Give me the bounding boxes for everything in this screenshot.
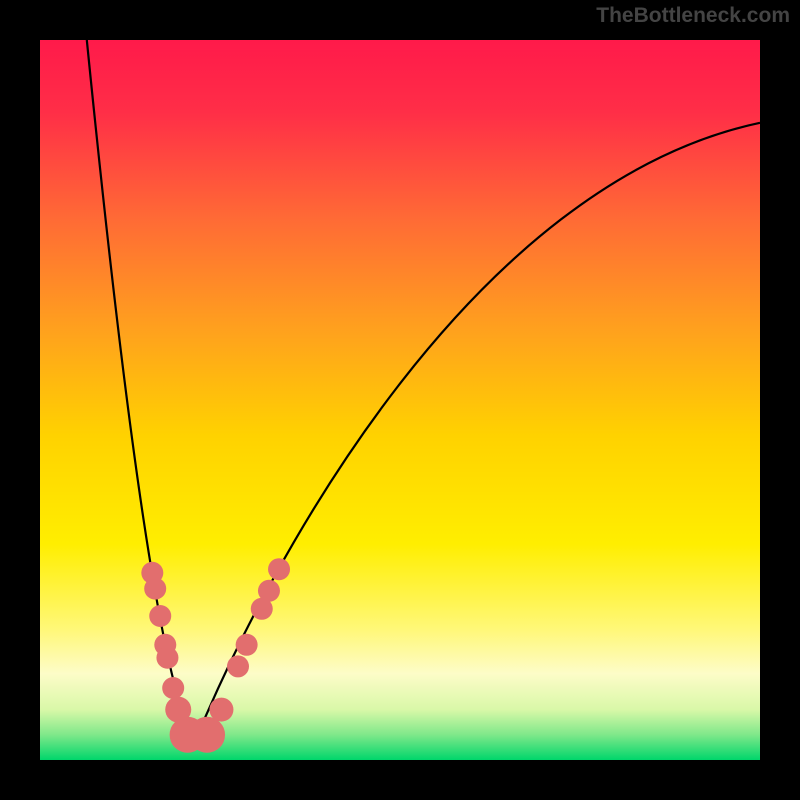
curve-marker <box>189 717 225 753</box>
curve-marker <box>258 580 280 602</box>
curve-marker <box>209 698 233 722</box>
curve-marker <box>236 634 258 656</box>
curve-marker <box>268 558 290 580</box>
watermark-text: TheBottleneck.com <box>596 4 790 28</box>
curve-marker <box>149 605 171 627</box>
curve-marker <box>162 677 184 699</box>
curve-marker <box>227 655 249 677</box>
plot-background <box>40 40 760 760</box>
curve-marker <box>156 647 178 669</box>
chart-container: TheBottleneck.com <box>0 0 800 800</box>
curve-marker <box>144 578 166 600</box>
bottleneck-chart-svg <box>0 0 800 800</box>
